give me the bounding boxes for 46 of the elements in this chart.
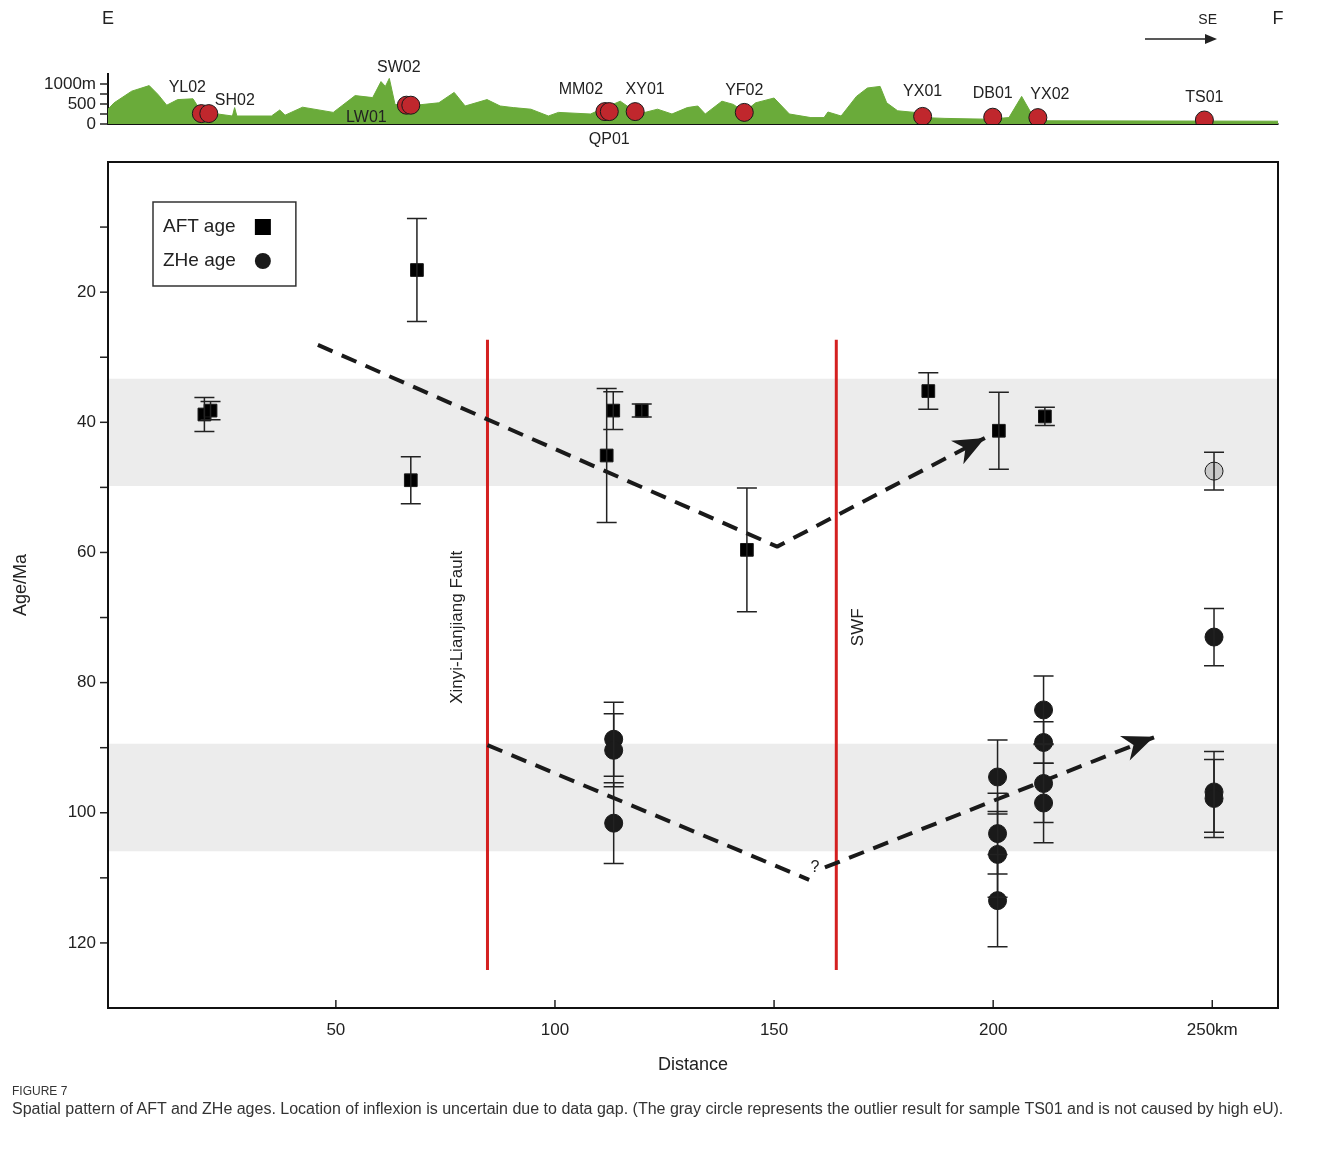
annotation: SH02 xyxy=(214,91,255,109)
annotation: SW02 xyxy=(377,57,421,75)
point xyxy=(1034,700,1054,720)
legend-label: AFT age xyxy=(163,215,236,237)
annotation: MM02 xyxy=(558,80,604,98)
x-axis-title: Distance xyxy=(657,1054,729,1075)
point xyxy=(1034,773,1054,793)
text: F xyxy=(1272,8,1284,28)
point xyxy=(604,813,624,833)
x-tick-label: 100 xyxy=(540,1019,570,1039)
text: E xyxy=(101,8,115,28)
point xyxy=(599,448,614,463)
point xyxy=(988,767,1008,787)
y-tick-label: 500 xyxy=(67,93,96,113)
x-tick-label: 50 xyxy=(326,1019,346,1039)
text: Spatial pattern of AFT and ZHe ages. Location of inflexion is uncertain due to data gap. (The gray circle represents the outlier result for sample TS01 and is not caused by high eU). xyxy=(12,1100,1285,1118)
y-tick-label: 1000m xyxy=(44,73,96,93)
point xyxy=(988,824,1008,844)
annotation: QP01 xyxy=(588,130,630,148)
annotation: TS01 xyxy=(1185,88,1224,106)
point xyxy=(921,384,936,398)
annotation: YX02 xyxy=(1030,85,1070,103)
caption: FIGURE 7 xyxy=(12,1084,69,1098)
ref-line-label: SWF xyxy=(847,608,867,647)
y-axis-title: Age/Ma xyxy=(9,553,30,617)
x-tick-label: 150 xyxy=(759,1019,789,1039)
y-tick-label: 80 xyxy=(77,672,96,692)
y-tick-label: 100 xyxy=(67,802,96,822)
point xyxy=(1034,793,1054,813)
annotation: YL02 xyxy=(168,78,207,96)
annotation: YX01 xyxy=(903,81,943,99)
annotation: YF02 xyxy=(725,80,764,98)
annotation: XY01 xyxy=(625,80,665,98)
y-tick-label: 40 xyxy=(77,412,96,431)
annotation: ? xyxy=(810,857,820,875)
text: SE xyxy=(1198,11,1217,27)
ref-line-label: Xinyi-Lianjiang Fault xyxy=(447,550,467,704)
x-tick-label: 200 xyxy=(978,1019,1008,1039)
annotation: DB01 xyxy=(972,83,1013,101)
x-tick-label: 250km xyxy=(1186,1019,1238,1039)
annotation: LW01 xyxy=(346,107,387,125)
legend-label: ZHe age xyxy=(163,249,236,271)
y-tick-label: 120 xyxy=(67,932,96,952)
y-tick-label: 20 xyxy=(77,281,96,301)
y-tick-label: 60 xyxy=(77,542,96,562)
y-tick-label: 0 xyxy=(86,113,96,133)
